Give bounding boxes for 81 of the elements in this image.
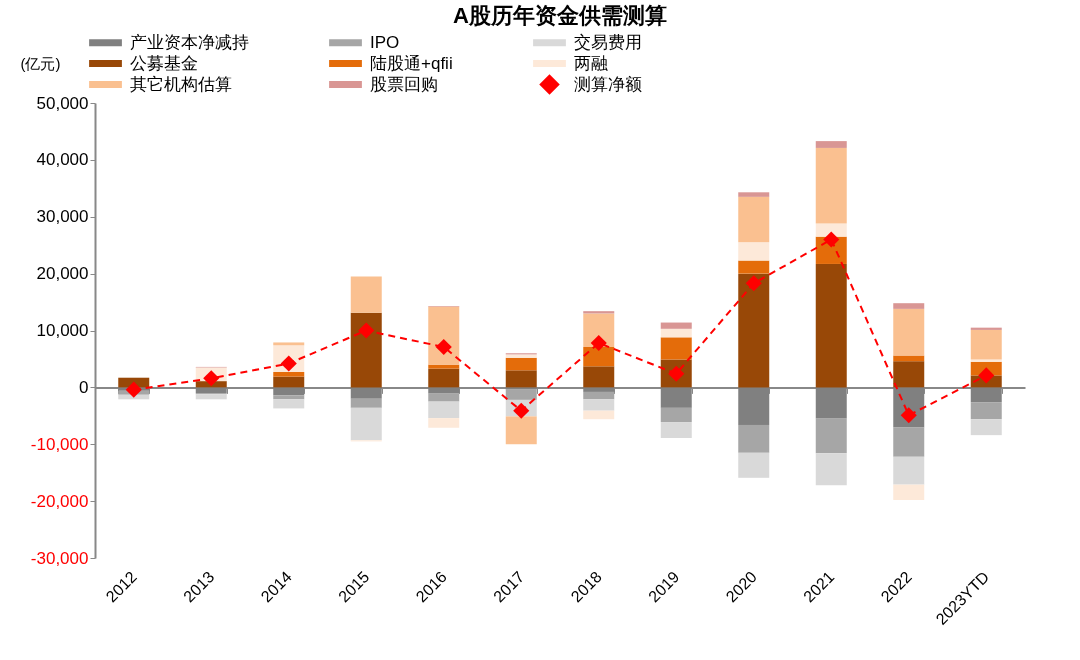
bar xyxy=(815,263,847,388)
bar xyxy=(505,416,537,445)
bar xyxy=(738,273,770,388)
bar xyxy=(428,418,460,428)
point xyxy=(823,231,840,248)
y-tick-label: 0 xyxy=(79,377,89,397)
bar xyxy=(350,407,382,441)
point xyxy=(745,275,762,292)
legend-label: 其它机构估算 xyxy=(130,74,232,94)
bar xyxy=(738,192,770,197)
bar xyxy=(660,328,692,338)
bar xyxy=(428,364,460,369)
bar xyxy=(505,389,537,400)
bar xyxy=(893,303,925,309)
legend-label: 两融 xyxy=(574,53,608,73)
bar xyxy=(583,399,615,411)
bar xyxy=(970,329,1002,360)
bar xyxy=(273,395,305,400)
bar xyxy=(815,223,847,237)
y-axis-title: (亿元) xyxy=(20,54,61,72)
y-tick-label: -10,000 xyxy=(30,434,89,454)
y-tick-label: 40,000 xyxy=(36,150,89,170)
bar xyxy=(815,147,847,224)
bar xyxy=(273,342,305,346)
bar xyxy=(738,260,770,274)
bar xyxy=(273,399,305,409)
bar xyxy=(273,376,305,388)
bar xyxy=(428,306,460,365)
legend-label: 产业资本净减持 xyxy=(130,32,249,52)
chart-title: A股历年资金供需测算 xyxy=(453,3,667,28)
bar xyxy=(273,372,305,377)
bar xyxy=(350,398,382,408)
legend-label: IPO xyxy=(370,32,400,52)
bar xyxy=(350,276,382,313)
legend-label: 陆股通+qfii xyxy=(370,53,453,73)
point xyxy=(590,334,607,352)
bar xyxy=(893,308,925,356)
bar xyxy=(583,410,615,420)
bar xyxy=(428,393,460,402)
bar xyxy=(660,337,692,360)
bar xyxy=(893,456,925,485)
bar xyxy=(815,418,847,454)
bar xyxy=(660,322,692,329)
bar xyxy=(583,346,615,367)
y-tick-label: 20,000 xyxy=(36,264,89,284)
bar xyxy=(893,484,925,500)
bar xyxy=(660,422,692,438)
bar xyxy=(893,361,925,388)
y-tick-label: 50,000 xyxy=(36,93,89,113)
legend-label: 测算净额 xyxy=(574,74,642,94)
y-tick-label: -30,000 xyxy=(30,548,89,568)
point xyxy=(435,338,452,356)
bar xyxy=(738,196,770,243)
bar xyxy=(738,242,770,261)
bar xyxy=(505,370,537,388)
bar xyxy=(815,141,847,148)
legend-label: 股票回购 xyxy=(370,74,438,94)
legend-label: 公募基金 xyxy=(130,53,198,73)
bar xyxy=(505,357,537,371)
bar xyxy=(738,452,770,478)
bar xyxy=(738,424,770,453)
bar xyxy=(970,402,1002,420)
y-tick-label: -20,000 xyxy=(30,491,89,511)
point xyxy=(978,367,995,384)
y-tick-label: 30,000 xyxy=(36,207,89,227)
point xyxy=(203,370,220,387)
bar xyxy=(815,453,847,486)
bar xyxy=(893,427,925,457)
bar xyxy=(428,368,460,388)
point xyxy=(513,402,530,419)
bar xyxy=(428,401,460,419)
bar xyxy=(195,394,227,400)
bar xyxy=(583,366,615,388)
legend-label: 交易费用 xyxy=(574,32,642,52)
point xyxy=(358,322,375,339)
bar xyxy=(350,312,382,388)
bar xyxy=(660,407,692,423)
point xyxy=(125,381,142,398)
bar xyxy=(970,419,1002,436)
y-tick-label: 10,000 xyxy=(36,321,89,340)
bar xyxy=(583,391,615,400)
